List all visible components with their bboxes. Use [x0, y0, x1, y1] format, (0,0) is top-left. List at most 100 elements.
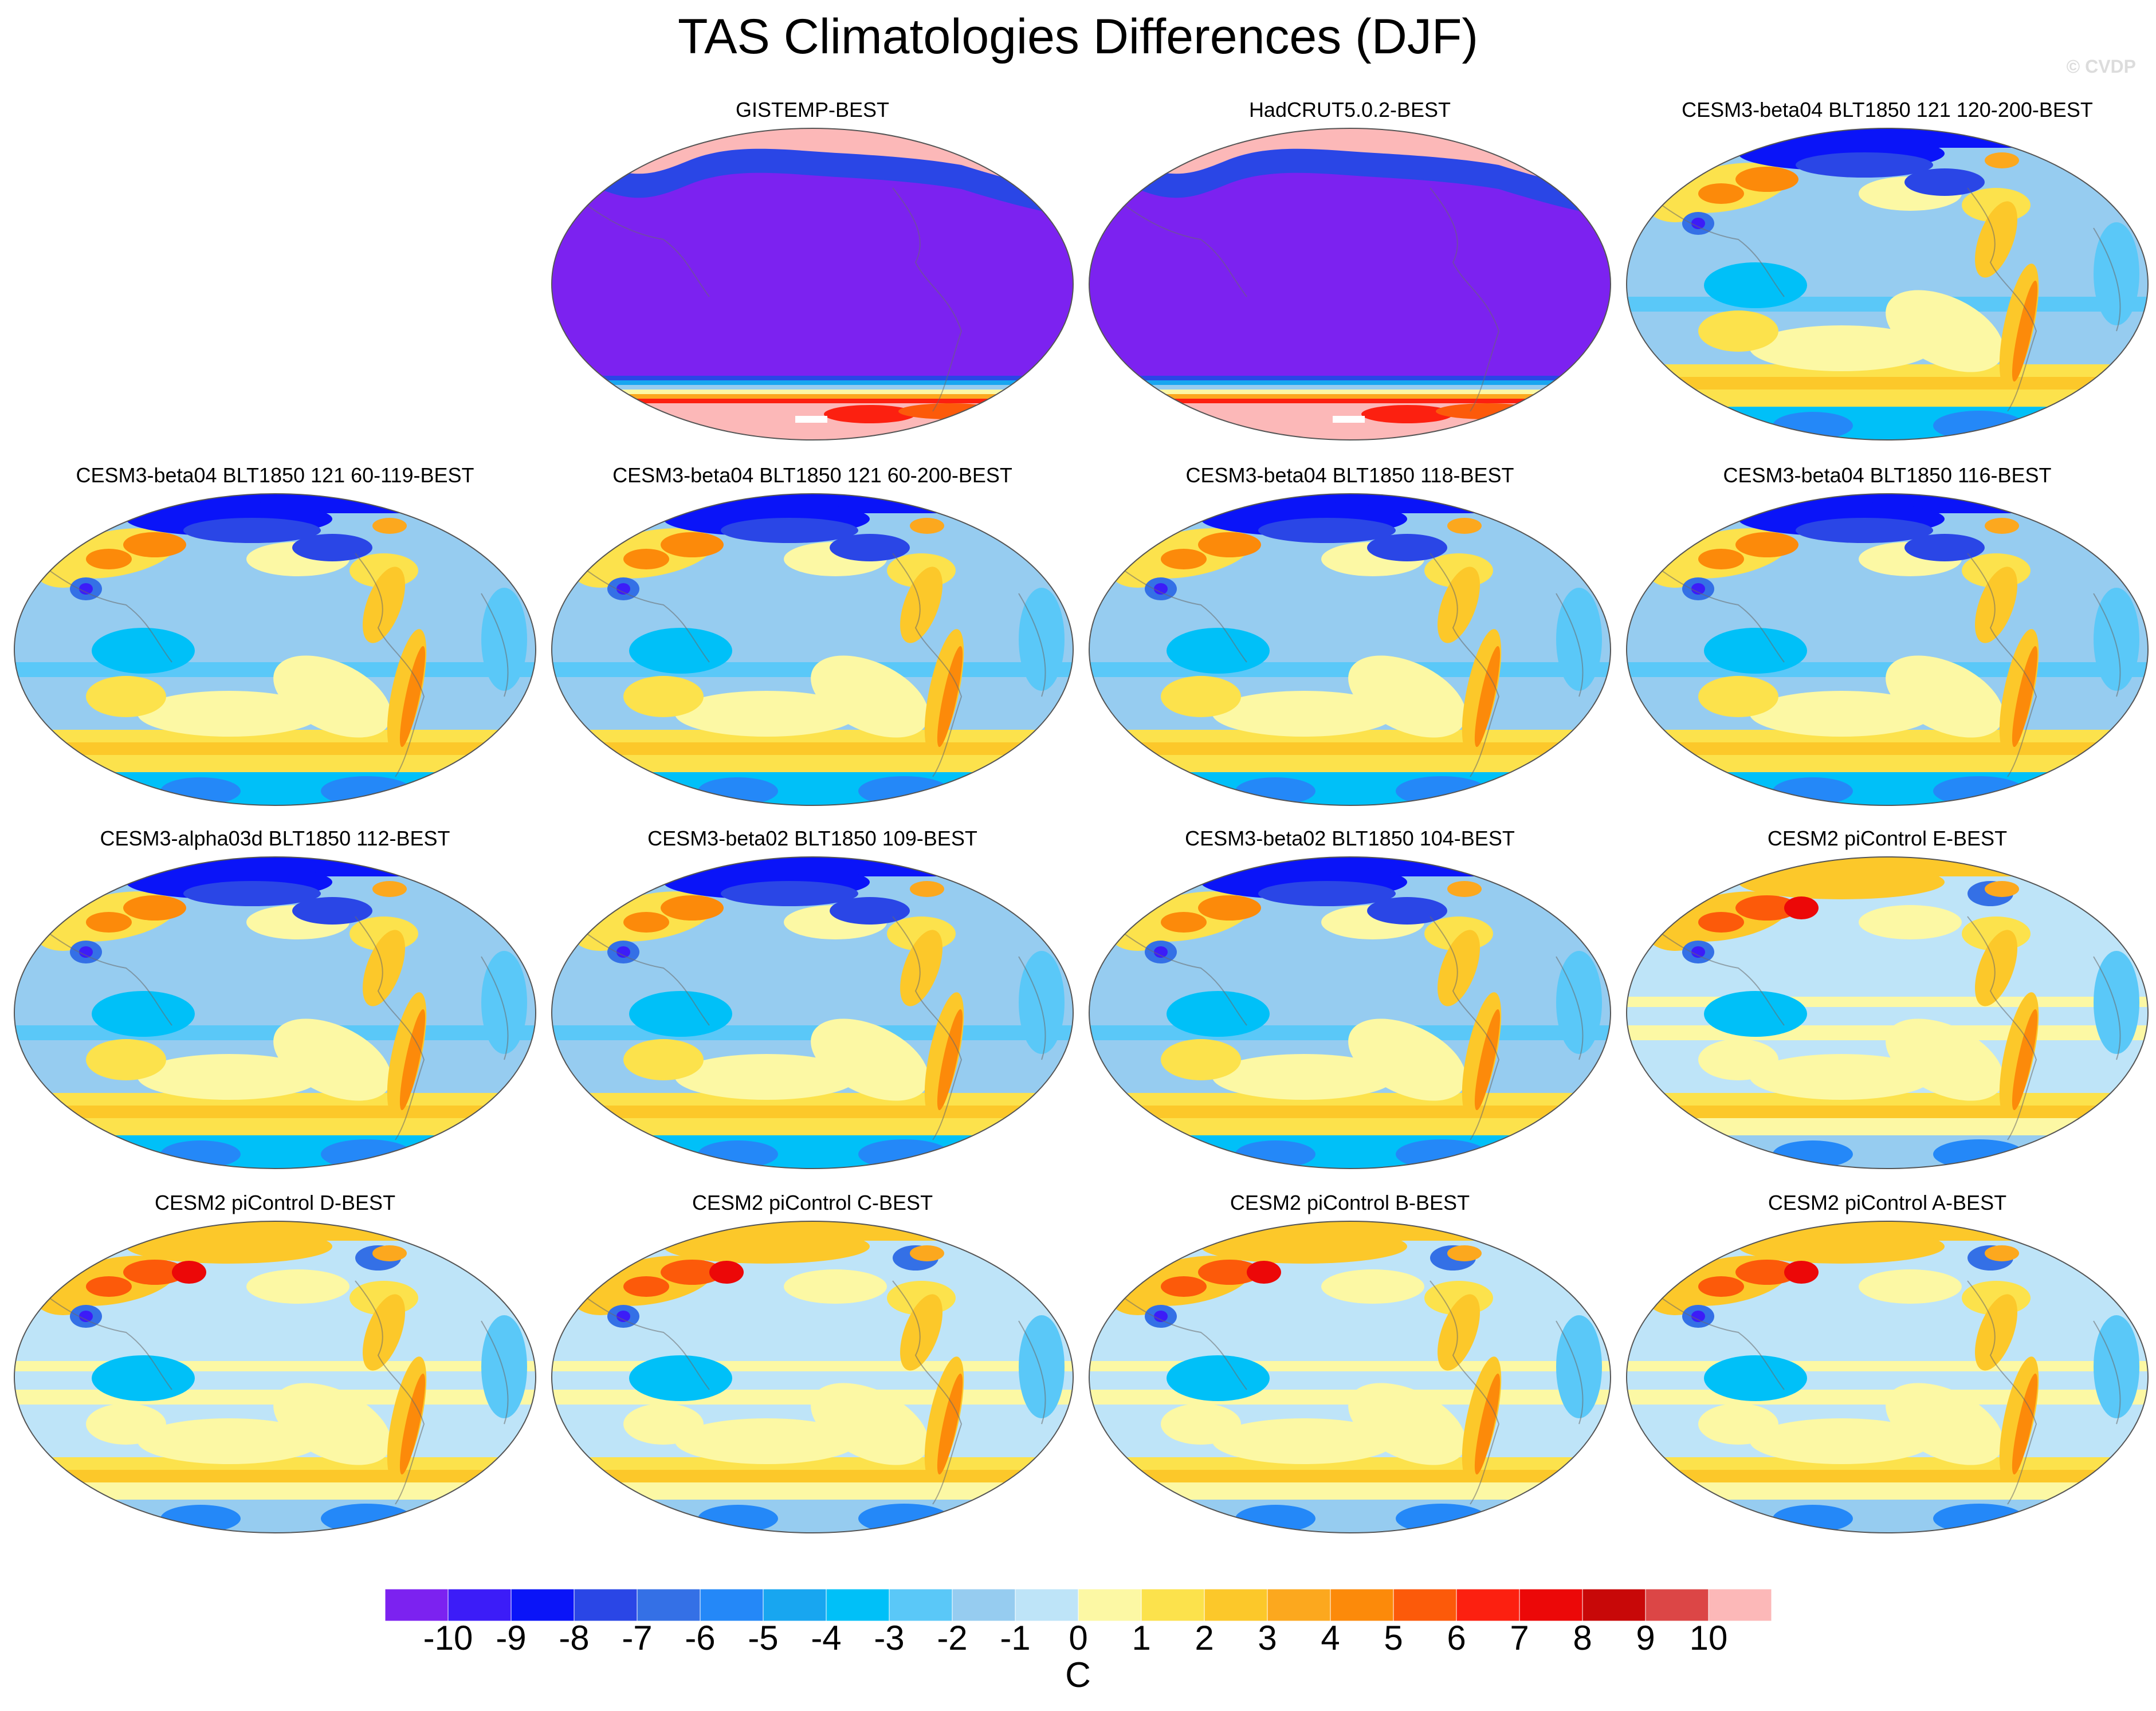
colorbar-swatch	[1330, 1589, 1394, 1621]
colorbar-swatch	[385, 1589, 449, 1621]
map-outline	[1089, 128, 1611, 440]
map-panel: CESM3-beta04 BLT1850 121 60-119-BEST	[11, 463, 539, 809]
map-outline	[1626, 493, 2149, 806]
map-outline	[551, 493, 1074, 806]
robinson-map	[1626, 128, 2149, 440]
robinson-map	[14, 1221, 536, 1533]
map-panel: CESM3-beta04 BLT1850 116-BEST	[1624, 463, 2151, 809]
colorbar-swatch	[637, 1589, 701, 1621]
colorbar-tick: -2	[937, 1619, 968, 1657]
robinson-map	[1089, 128, 1611, 440]
map-panel: CESM3-beta04 BLT1850 121 120-200-BEST	[1624, 97, 2151, 443]
colorbar-tick: -3	[874, 1619, 905, 1657]
robinson-map	[1089, 856, 1611, 1169]
colorbar-tick: 10	[1689, 1619, 1728, 1657]
map-panel: CESM3-beta04 BLT1850 118-BEST	[1086, 463, 1613, 809]
colorbar-tick: 1	[1132, 1619, 1151, 1657]
colorbar-swatch	[700, 1589, 764, 1621]
map-outline	[1626, 128, 2149, 440]
colorbar-swatch	[952, 1589, 1016, 1621]
map-panel: GISTEMP-BEST	[549, 97, 1076, 443]
colorbar-swatch	[1582, 1589, 1646, 1621]
map-panel-title: CESM3-beta04 BLT1850 121 60-119-BEST	[76, 463, 474, 487]
robinson-map	[551, 856, 1074, 1169]
map-outline	[1626, 1221, 2149, 1533]
colorbar-swatch	[1708, 1589, 1772, 1621]
colorbar-swatch	[1393, 1589, 1457, 1621]
map-panel-title: CESM2 piControl B-BEST	[1230, 1191, 1470, 1214]
map-panel: CESM2 piControl B-BEST	[1086, 1190, 1613, 1536]
map-outline	[14, 493, 536, 806]
colorbar-swatch	[826, 1589, 890, 1621]
colorbar-swatch	[447, 1589, 512, 1621]
colorbar-tick: 0	[1069, 1619, 1088, 1657]
colorbar-tick: 9	[1636, 1619, 1655, 1657]
colorbar-tick: 4	[1321, 1619, 1340, 1657]
colorbar-tick: -7	[622, 1619, 653, 1657]
map-outline	[14, 1221, 536, 1533]
map-panel-title: CESM3-beta04 BLT1850 121 120-200-BEST	[1682, 98, 2093, 121]
colorbar-swatch	[1015, 1589, 1079, 1621]
colorbar-unit-label: C	[1065, 1655, 1091, 1695]
colorbar-swatch	[1267, 1589, 1331, 1621]
map-panel-title: CESM2 piControl E-BEST	[1767, 827, 2008, 850]
map-outline	[1626, 856, 2149, 1169]
colorbar-swatch	[510, 1589, 575, 1621]
colorbar-swatch	[574, 1589, 638, 1621]
map-panel: CESM3-beta02 BLT1850 109-BEST	[549, 826, 1076, 1172]
map-outline	[1089, 1221, 1611, 1533]
robinson-map	[551, 493, 1074, 806]
watermark: © CVDP	[2066, 56, 2136, 77]
colorbar-tick: 3	[1258, 1619, 1277, 1657]
colorbar-swatch	[763, 1589, 827, 1621]
colorbar-tick: -1	[1000, 1619, 1031, 1657]
colorbar-tick: 5	[1384, 1619, 1403, 1657]
colorbar-swatch	[1519, 1589, 1583, 1621]
map-panel: CESM3-beta02 BLT1850 104-BEST	[1086, 826, 1613, 1172]
map-panel-title: CESM3-beta04 BLT1850 116-BEST	[1723, 463, 2052, 487]
colorbar-tick: -8	[559, 1619, 590, 1657]
map-outline	[1089, 493, 1611, 806]
colorbar-tick-labels: -10 -9 -8 -7 -6 -5 -4 -3 -2 -1 0 1 2 3 4 5 6 7 8 9 10	[0, 1618, 2156, 1658]
map-panel-title: CESM3-beta04 BLT1850 121 60-200-BEST	[612, 463, 1012, 487]
colorbar-tick: -5	[748, 1619, 779, 1657]
map-panel: CESM2 piControl A-BEST	[1624, 1190, 2151, 1536]
map-panel: HadCRUT5.0.2-BEST	[1086, 97, 1613, 443]
colorbar-swatch	[1456, 1589, 1520, 1621]
map-panel-title: CESM3-beta02 BLT1850 104-BEST	[1185, 827, 1515, 850]
colorbar-tick: 7	[1510, 1619, 1529, 1657]
colorbar-tick: -4	[811, 1619, 842, 1657]
map-panel: CESM2 piControl D-BEST	[11, 1190, 539, 1536]
colorbar-swatch	[1204, 1589, 1268, 1621]
figure-title: TAS Climatologies Differences (DJF)	[677, 9, 1479, 64]
colorbar-tick: -10	[423, 1619, 473, 1657]
colorbar-tick: 8	[1573, 1619, 1592, 1657]
colorbar-swatch	[1078, 1589, 1142, 1621]
robinson-map	[551, 128, 1074, 440]
map-panel: CESM2 piControl E-BEST	[1624, 826, 2151, 1172]
map-panel-title: CESM3-beta02 BLT1850 109-BEST	[647, 827, 977, 850]
colorbar-tick: 6	[1447, 1619, 1466, 1657]
robinson-map	[1626, 856, 2149, 1169]
map-panel-title: CESM2 piControl D-BEST	[154, 1191, 396, 1214]
robinson-map	[1626, 1221, 2149, 1533]
robinson-map	[1089, 1221, 1611, 1533]
map-outline	[1089, 856, 1611, 1169]
map-panel-title: CESM2 piControl C-BEST	[692, 1191, 933, 1214]
map-outline	[551, 1221, 1074, 1533]
map-panel: CESM3-beta04 BLT1850 121 60-200-BEST	[549, 463, 1076, 809]
map-panel: CESM2 piControl C-BEST	[549, 1190, 1076, 1536]
robinson-map	[1626, 493, 2149, 806]
map-outline	[551, 856, 1074, 1169]
map-panel-title: CESM2 piControl A-BEST	[1768, 1191, 2007, 1214]
map-outline	[14, 856, 536, 1169]
colorbar-tick: -6	[685, 1619, 716, 1657]
map-panel-title: HadCRUT5.0.2-BEST	[1248, 98, 1451, 121]
robinson-map	[14, 856, 536, 1169]
map-panel-title: GISTEMP-BEST	[735, 98, 890, 121]
map-panel-title: CESM3-alpha03d BLT1850 112-BEST	[100, 827, 450, 850]
map-panel: CESM3-alpha03d BLT1850 112-BEST	[11, 826, 539, 1172]
robinson-map	[1089, 493, 1611, 806]
colorbar-swatch	[889, 1589, 953, 1621]
colorbar-swatch	[1645, 1589, 1709, 1621]
